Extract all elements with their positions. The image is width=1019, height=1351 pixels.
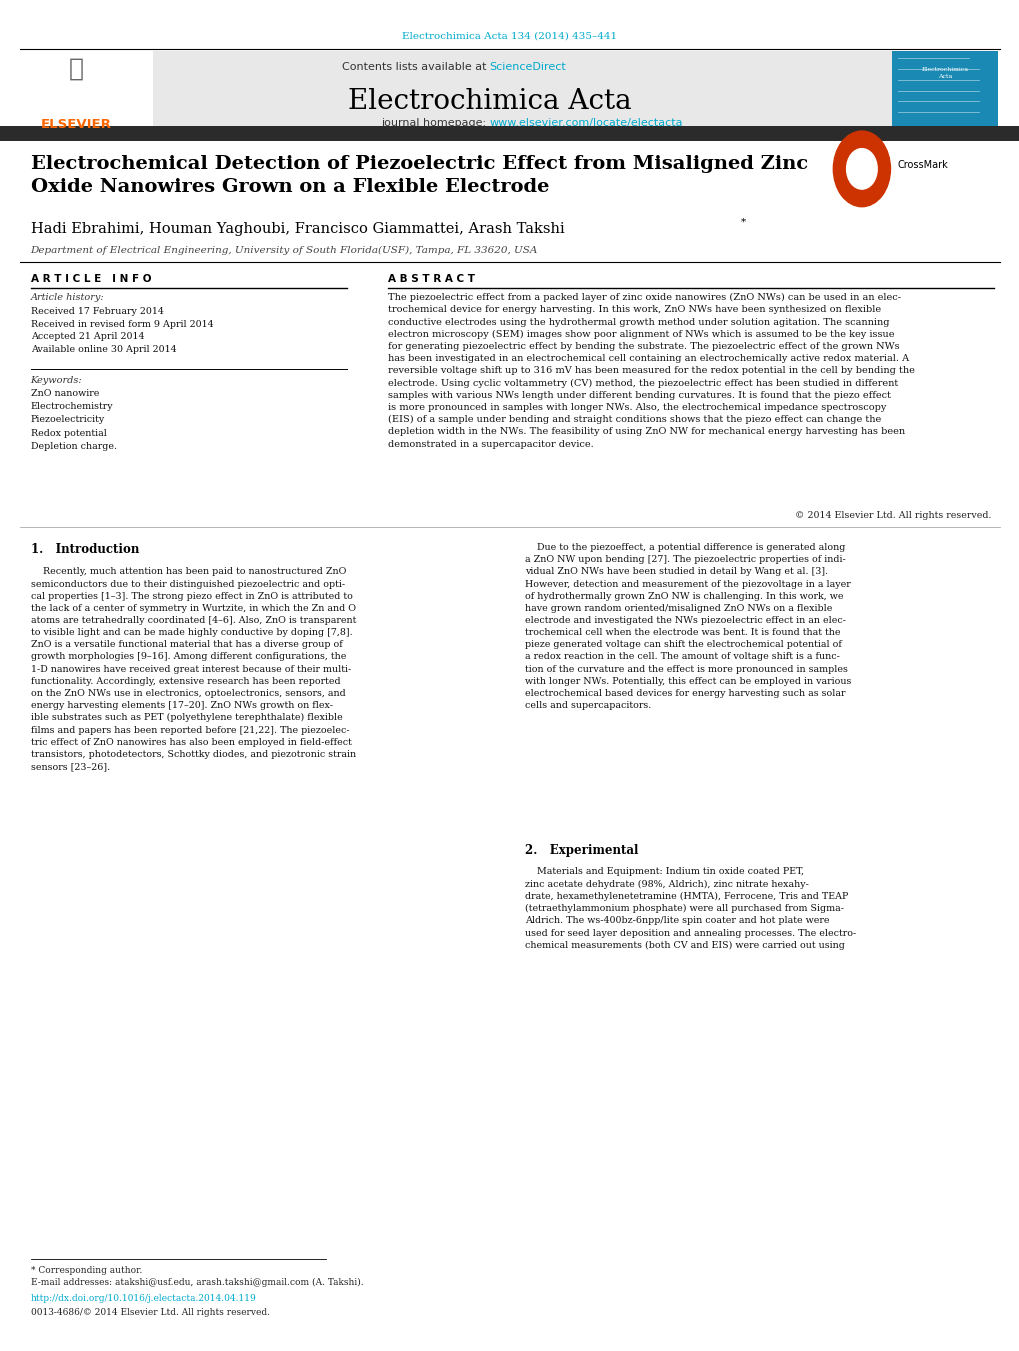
Text: Department of Electrical Engineering, University of South Florida(USF), Tampa, F: Department of Electrical Engineering, Un…: [31, 246, 537, 255]
Text: www.elsevier.com/locate/electacta: www.elsevier.com/locate/electacta: [489, 118, 683, 127]
Text: Due to the piezoeffect, a potential difference is generated along
a ZnO NW upon : Due to the piezoeffect, a potential diff…: [525, 543, 851, 711]
FancyBboxPatch shape: [20, 51, 892, 128]
Text: Contents lists available at: Contents lists available at: [341, 62, 489, 72]
Text: Electrochemical Detection of Piezoelectric Effect from Misaligned Zinc
Oxide Nan: Electrochemical Detection of Piezoelectr…: [31, 155, 807, 196]
FancyBboxPatch shape: [20, 51, 153, 128]
Text: 1.   Introduction: 1. Introduction: [31, 543, 139, 557]
Text: 🌳: 🌳: [69, 57, 84, 81]
Text: Article history:: Article history:: [31, 293, 104, 303]
Text: Materials and Equipment: Indium tin oxide coated PET,
zinc acetate dehydrate (98: Materials and Equipment: Indium tin oxid…: [525, 867, 856, 950]
Text: Electrochimica Acta 134 (2014) 435–441: Electrochimica Acta 134 (2014) 435–441: [403, 31, 616, 41]
Text: *: *: [740, 218, 745, 227]
Text: A R T I C L E   I N F O: A R T I C L E I N F O: [31, 274, 151, 284]
Text: journal homepage:: journal homepage:: [381, 118, 489, 127]
Text: Electrochimica
Acta: Electrochimica Acta: [921, 68, 968, 78]
Text: ELSEVIER: ELSEVIER: [41, 118, 112, 131]
Text: © 2014 Elsevier Ltd. All rights reserved.: © 2014 Elsevier Ltd. All rights reserved…: [794, 511, 990, 520]
Circle shape: [846, 149, 876, 189]
Text: Keywords:: Keywords:: [31, 376, 83, 385]
Text: Received 17 February 2014
Received in revised form 9 April 2014
Accepted 21 Apri: Received 17 February 2014 Received in re…: [31, 307, 213, 354]
FancyBboxPatch shape: [892, 51, 997, 128]
Text: E-mail addresses: atakshi@usf.edu, arash.takshi@gmail.com (A. Takshi).: E-mail addresses: atakshi@usf.edu, arash…: [31, 1278, 363, 1288]
Text: 2.   Experimental: 2. Experimental: [525, 844, 638, 858]
Text: 0013-4686/© 2014 Elsevier Ltd. All rights reserved.: 0013-4686/© 2014 Elsevier Ltd. All right…: [31, 1308, 269, 1317]
Text: Recently, much attention has been paid to nanostructured ZnO
semiconductors due : Recently, much attention has been paid t…: [31, 567, 356, 771]
FancyBboxPatch shape: [0, 126, 1019, 141]
Text: Electrochimica Acta: Electrochimica Acta: [347, 88, 631, 115]
Text: ScienceDirect: ScienceDirect: [489, 62, 566, 72]
Text: CrossMark: CrossMark: [897, 159, 948, 170]
Text: * Corresponding author.: * Corresponding author.: [31, 1266, 142, 1275]
Circle shape: [833, 131, 890, 207]
Text: http://dx.doi.org/10.1016/j.electacta.2014.04.119: http://dx.doi.org/10.1016/j.electacta.20…: [31, 1294, 256, 1304]
Text: The piezoelectric effect from a packed layer of zinc oxide nanowires (ZnO NWs) c: The piezoelectric effect from a packed l…: [387, 293, 914, 449]
Text: Hadi Ebrahimi, Houman Yaghoubi, Francisco Giammattei, Arash Takshi: Hadi Ebrahimi, Houman Yaghoubi, Francisc…: [31, 222, 564, 235]
Text: ZnO nanowire
Electrochemistry
Piezoelectricity
Redox potential
Depletion charge.: ZnO nanowire Electrochemistry Piezoelect…: [31, 389, 116, 451]
Text: A B S T R A C T: A B S T R A C T: [387, 274, 474, 284]
